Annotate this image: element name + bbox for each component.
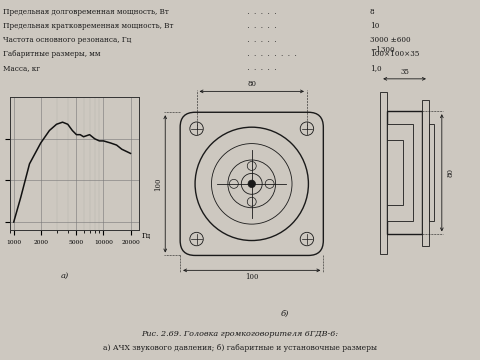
Text: .  .  .  .  .: . . . . . [245,8,279,16]
Text: 100×100×35: 100×100×35 [370,50,420,58]
Text: 80: 80 [247,80,256,89]
Text: −1300: −1300 [370,46,395,54]
Text: Габаритные размеры, мм: Габаритные размеры, мм [3,50,100,58]
Text: а): а) [61,272,69,280]
Text: 8: 8 [370,8,374,16]
Circle shape [228,160,276,208]
Bar [387,140,403,205]
Circle shape [265,179,274,188]
Circle shape [190,122,203,135]
Text: .  .  .  .  .: . . . . . [245,64,279,72]
Circle shape [300,232,313,246]
Bar [422,100,429,246]
Text: .  .  .  .  .: . . . . . [245,22,279,30]
Circle shape [229,179,239,188]
Text: .  .  .  .  .: . . . . . [245,36,279,44]
Text: б): б) [281,310,289,318]
Text: .  .  .  .  .  .  .  .: . . . . . . . . [245,50,299,58]
FancyBboxPatch shape [180,112,324,256]
Text: 10: 10 [370,22,379,30]
Text: 80: 80 [447,168,455,177]
Text: Предельная кратковременная мощность, Вт: Предельная кратковременная мощность, Вт [3,22,173,30]
Text: а) АЧХ звукового давления; б) габаритные и установочные размеры: а) АЧХ звукового давления; б) габаритные… [103,344,377,352]
Circle shape [241,174,262,194]
Text: Масса, кг: Масса, кг [3,64,40,72]
Bar [380,92,387,254]
Text: Гц: Гц [142,232,151,240]
Bar [429,124,434,221]
Circle shape [195,127,309,240]
Bar [387,111,422,234]
Circle shape [300,122,313,135]
Text: 3000 ±600: 3000 ±600 [370,36,410,44]
Circle shape [247,162,256,170]
Text: Частота основного резонанса, Гц: Частота основного резонанса, Гц [3,36,132,44]
Text: 100: 100 [245,273,259,282]
Circle shape [247,197,256,206]
Text: 1,0: 1,0 [370,64,382,72]
Bar [387,124,413,221]
Text: 100: 100 [154,177,162,190]
Circle shape [212,144,292,224]
Text: 35: 35 [400,68,409,76]
Circle shape [248,180,255,188]
Text: Рис. 2.69. Головка громкоговорителя 6ГДВ-6:: Рис. 2.69. Головка громкоговорителя 6ГДВ… [142,330,338,338]
Circle shape [190,232,203,246]
Text: Предельная долговременная мощность, Вт: Предельная долговременная мощность, Вт [3,8,169,16]
